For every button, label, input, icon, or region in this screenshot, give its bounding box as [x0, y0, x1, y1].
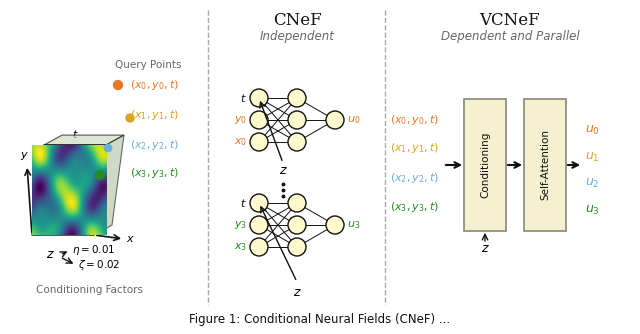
Text: $z$: $z$ [292, 286, 301, 299]
Text: $z$: $z$ [278, 164, 287, 176]
Polygon shape [94, 135, 124, 235]
Text: Figure 1: Conditional Neural Fields (CNeF) ...: Figure 1: Conditional Neural Fields (CNe… [189, 314, 451, 327]
Text: $(x_0,y_0,t)$: $(x_0,y_0,t)$ [390, 113, 440, 127]
Text: $\eta = 0.01$: $\eta = 0.01$ [72, 243, 115, 257]
Circle shape [288, 89, 306, 107]
Circle shape [288, 194, 306, 212]
Text: $(x_3,y_3,t)$: $(x_3,y_3,t)$ [131, 166, 180, 180]
Circle shape [326, 216, 344, 234]
Text: $t$: $t$ [72, 128, 79, 140]
Text: CNeF: CNeF [273, 12, 321, 29]
Text: $\zeta = 0.02$: $\zeta = 0.02$ [78, 258, 120, 272]
Circle shape [326, 111, 344, 129]
Text: $(x_3,y_3,t)$: $(x_3,y_3,t)$ [390, 200, 440, 214]
Text: $u_2$: $u_2$ [585, 176, 600, 190]
Text: $u_3$: $u_3$ [347, 219, 360, 231]
Point [103, 145, 113, 151]
Text: $y_0$: $y_0$ [234, 114, 247, 126]
Point [113, 82, 123, 88]
Point [125, 115, 135, 121]
Text: $z$: $z$ [46, 248, 55, 262]
Polygon shape [44, 135, 124, 145]
Circle shape [250, 111, 268, 129]
Text: Self-Attention: Self-Attention [540, 130, 550, 200]
Text: $u_1$: $u_1$ [585, 150, 600, 164]
Point [95, 172, 105, 178]
Text: $t$: $t$ [240, 197, 247, 209]
Text: $t$: $t$ [240, 92, 247, 104]
Text: $u_0$: $u_0$ [347, 114, 360, 126]
Circle shape [288, 133, 306, 151]
Text: $(x_2,y_2,t)$: $(x_2,y_2,t)$ [390, 171, 440, 185]
Text: Query Points: Query Points [115, 60, 181, 70]
Circle shape [288, 111, 306, 129]
Text: $(x_1,y_1,t)$: $(x_1,y_1,t)$ [390, 141, 440, 155]
Text: $(x_1,y_1,t)$: $(x_1,y_1,t)$ [131, 108, 180, 122]
Text: $x$: $x$ [126, 234, 135, 244]
Text: $y$: $y$ [19, 150, 29, 162]
Circle shape [288, 216, 306, 234]
Text: $x_0$: $x_0$ [234, 136, 247, 148]
FancyBboxPatch shape [524, 99, 566, 231]
Text: $u_3$: $u_3$ [585, 203, 600, 216]
Circle shape [250, 194, 268, 212]
Circle shape [250, 238, 268, 256]
Text: $(x_2,y_2,t)$: $(x_2,y_2,t)$ [131, 138, 180, 152]
Text: $x_3$: $x_3$ [234, 241, 247, 253]
FancyBboxPatch shape [464, 99, 506, 231]
Text: $y_3$: $y_3$ [234, 219, 247, 231]
Text: Conditioning: Conditioning [480, 132, 490, 198]
Text: Conditioning Factors: Conditioning Factors [36, 285, 143, 295]
Text: VCNeF: VCNeF [479, 12, 540, 29]
Text: $(x_0,y_0,t)$: $(x_0,y_0,t)$ [131, 78, 180, 92]
Circle shape [250, 133, 268, 151]
Text: $u_0$: $u_0$ [585, 124, 600, 137]
Circle shape [250, 216, 268, 234]
Text: Independent: Independent [260, 30, 335, 43]
Text: $z$: $z$ [481, 241, 490, 255]
Text: Dependent and Parallel: Dependent and Parallel [441, 30, 579, 43]
Circle shape [288, 238, 306, 256]
Circle shape [250, 89, 268, 107]
